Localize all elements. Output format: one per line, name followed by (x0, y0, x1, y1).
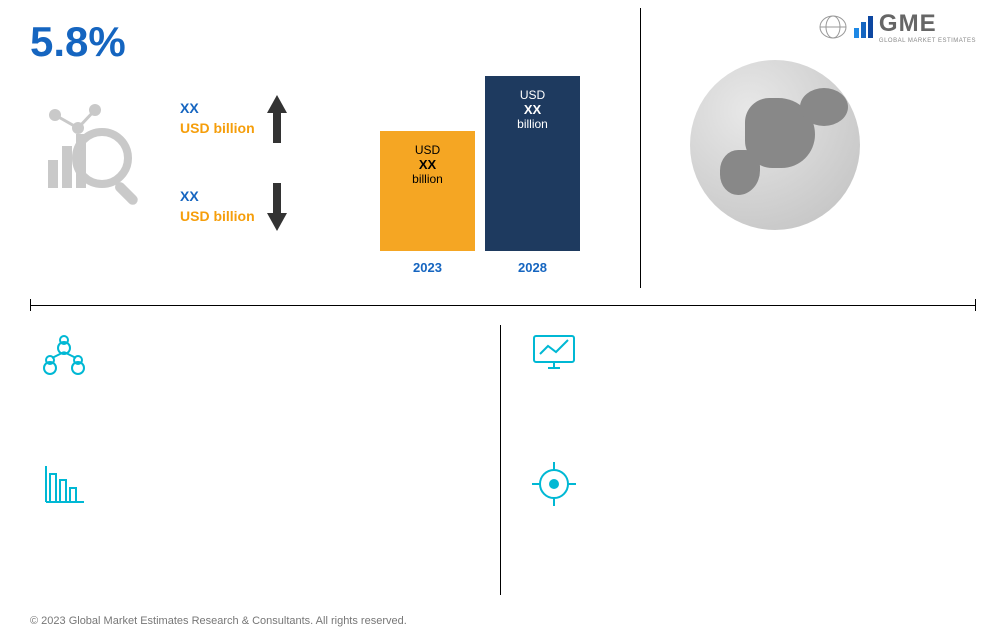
bar-year-2023: 2023 (380, 260, 475, 275)
divider-vertical-top (640, 8, 641, 288)
metric-up-usd: USD billion (180, 119, 255, 139)
bar-2023-xx: XX (380, 157, 475, 172)
logo-subtext: GLOBAL MARKET ESTIMATES (879, 38, 976, 44)
arrow-up-icon (267, 95, 287, 143)
quadrant-target (530, 460, 970, 521)
metric-down: XX USD billion (180, 183, 287, 231)
bar-2028-xx: XX (485, 102, 580, 117)
divider-vertical-bottom (500, 325, 501, 595)
divider-horizontal (30, 305, 976, 306)
quadrant-barchart (40, 460, 480, 521)
bar-2023-unit: billion (380, 172, 475, 186)
copyright-text: © 2023 Global Market Estimates Research … (30, 615, 407, 627)
metric-down-usd: USD billion (180, 207, 255, 227)
quadrant-people (40, 330, 480, 391)
logo-text: GME (879, 10, 976, 38)
logo-bars-icon (854, 16, 873, 38)
market-size-barchart: USD XX billion USD XX billion 2023 2028 (360, 75, 610, 275)
bar-2028-unit: billion (485, 117, 580, 131)
cagr-value: 5.8% (30, 18, 126, 66)
metric-up-xx: XX (180, 99, 255, 119)
globe-small-icon (818, 14, 848, 40)
bar-chart-icon (40, 460, 88, 508)
bar-2023-usd: USD (380, 143, 475, 157)
analytics-icon (40, 100, 150, 210)
monitor-trend-icon (530, 330, 578, 378)
bar-year-2028: 2028 (485, 260, 580, 275)
bar-2023: USD XX billion (380, 131, 475, 251)
target-crosshair-icon (530, 460, 578, 508)
metric-up: XX USD billion (180, 95, 287, 143)
bar-2028: USD XX billion (485, 76, 580, 251)
arrow-down-icon (267, 183, 287, 231)
metric-down-xx: XX (180, 187, 255, 207)
globe-icon (690, 60, 870, 240)
people-network-icon (40, 330, 88, 378)
gme-logo: GME GLOBAL MARKET ESTIMATES (818, 10, 976, 44)
metrics-block: XX USD billion XX USD billion (180, 95, 287, 271)
quadrant-monitor (530, 330, 970, 391)
bar-2028-usd: USD (485, 88, 580, 102)
